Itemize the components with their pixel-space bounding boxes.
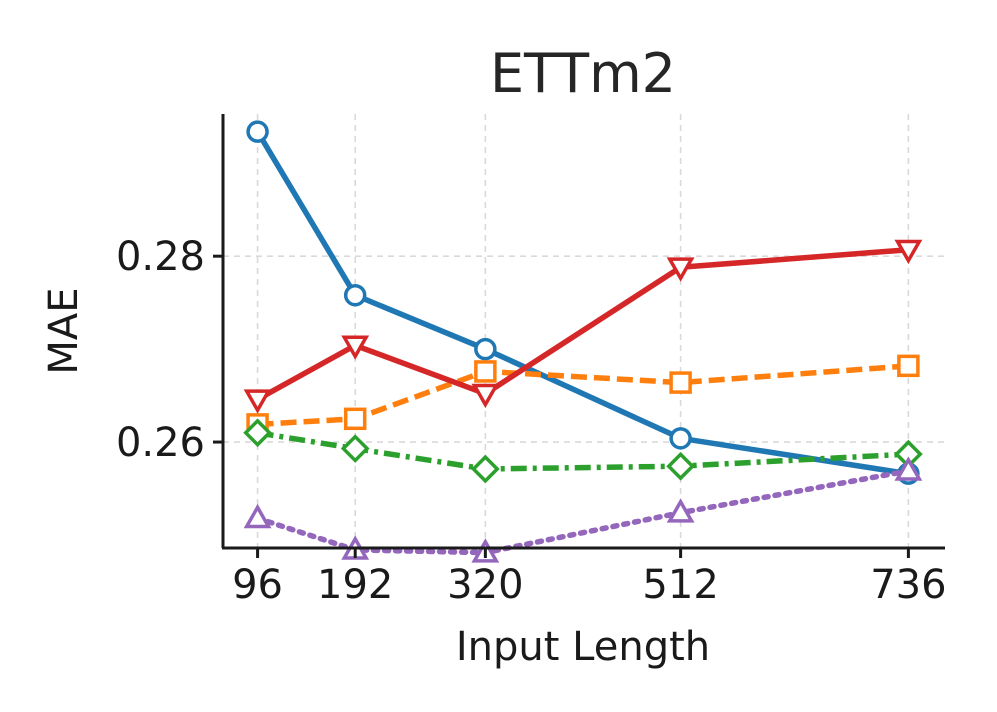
series-4 bbox=[243, 239, 923, 414]
series-5-point bbox=[243, 503, 272, 529]
series-5 bbox=[243, 456, 923, 563]
y-tick-label: 0.26 bbox=[116, 420, 205, 466]
series-4-point bbox=[471, 383, 500, 409]
series-1-point bbox=[246, 120, 269, 143]
series-1-point bbox=[343, 283, 367, 307]
x-tick-label: 320 bbox=[447, 562, 523, 608]
y-tick-label: 0.28 bbox=[116, 234, 205, 280]
series-1-point bbox=[474, 337, 497, 361]
ticks: 96 192 320 512 736 0.26 0.28 bbox=[116, 234, 947, 608]
series-3-point bbox=[471, 454, 500, 484]
series-4-point bbox=[666, 257, 695, 282]
series-5-point bbox=[894, 456, 923, 481]
series-layer bbox=[243, 120, 923, 563]
axes bbox=[221, 114, 945, 550]
series-1-point bbox=[669, 427, 692, 450]
y-axis-label: MAE bbox=[41, 287, 87, 374]
chart-title: ETTm2 bbox=[490, 42, 676, 105]
series-5-point bbox=[666, 498, 695, 523]
x-tick-label: 736 bbox=[870, 562, 946, 608]
x-tick-label: 192 bbox=[317, 562, 393, 608]
series-3-point bbox=[243, 418, 272, 448]
series-4-point bbox=[341, 335, 370, 360]
x-tick-label: 96 bbox=[232, 562, 283, 608]
series-4-point bbox=[894, 239, 923, 265]
x-tick-label: 512 bbox=[642, 562, 718, 608]
series-3-point bbox=[340, 434, 370, 463]
series-2-point bbox=[474, 360, 497, 383]
series-2-point bbox=[897, 354, 920, 378]
series-2-point bbox=[343, 407, 367, 431]
series-3 bbox=[243, 418, 923, 484]
series-4-point bbox=[243, 389, 272, 414]
series-2 bbox=[246, 354, 920, 436]
series-2-point bbox=[669, 371, 692, 394]
series-3-point bbox=[666, 451, 695, 481]
x-axis-label: Input Length bbox=[456, 624, 710, 670]
